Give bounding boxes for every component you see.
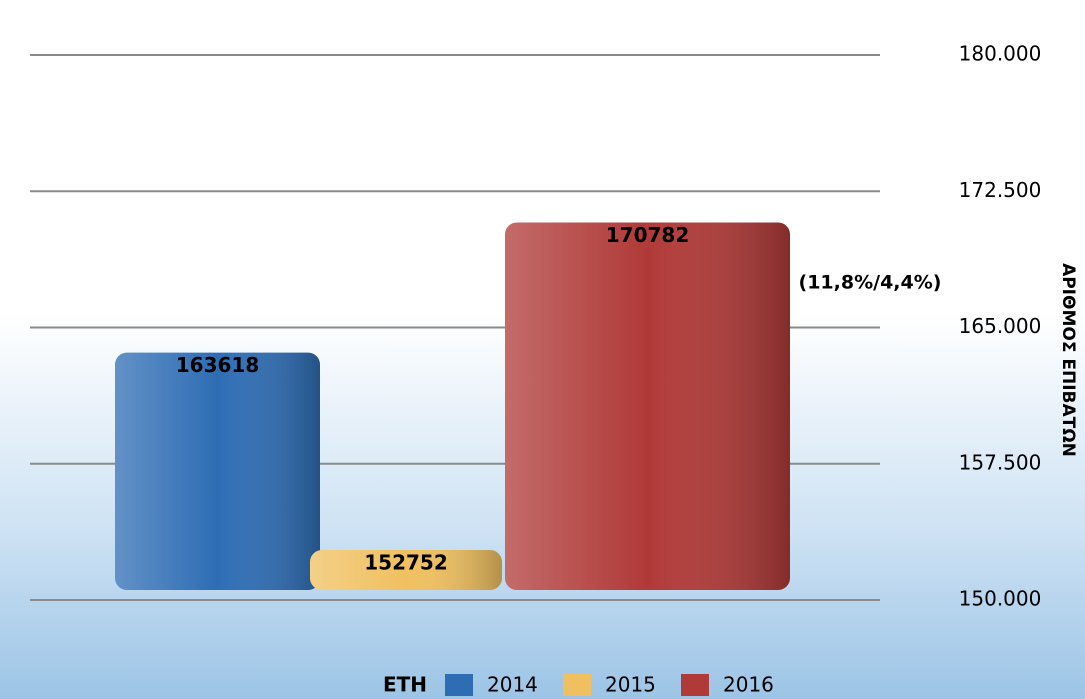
data-label: 170782	[606, 223, 690, 247]
y-tick-label: 157.500	[959, 450, 1042, 474]
page: ΑΡΙΘΜΟΣ ΕΠΙΒΑΤΩΝ (11,8%/4,4%) ΕΤΗ 150.00…	[0, 0, 1085, 699]
legend-title: ΕΤΗ	[383, 673, 427, 697]
y-tick-label: 165.000	[959, 314, 1042, 338]
legend-swatch	[445, 674, 473, 696]
chart: ΑΡΙΘΜΟΣ ΕΠΙΒΑΤΩΝ (11,8%/4,4%) ΕΤΗ 150.00…	[0, 0, 1085, 699]
legend-swatch	[563, 674, 591, 696]
data-label: 152752	[364, 551, 448, 575]
annotation: (11,8%/4,4%)	[799, 272, 942, 294]
y-tick-label: 172.500	[959, 178, 1042, 202]
legend-label: 2016	[723, 673, 774, 697]
y-tick-label: 180.000	[959, 42, 1042, 66]
legend-label: 2015	[605, 673, 656, 697]
bar-shade	[115, 353, 320, 590]
legend-label: 2014	[487, 673, 538, 697]
bar-shade	[505, 222, 790, 590]
y-tick-label: 150.000	[959, 587, 1042, 611]
y-axis-label: ΑΡΙΘΜΟΣ ΕΠΙΒΑΤΩΝ	[1058, 263, 1078, 457]
data-label: 163618	[176, 353, 260, 377]
legend-swatch	[681, 674, 709, 696]
